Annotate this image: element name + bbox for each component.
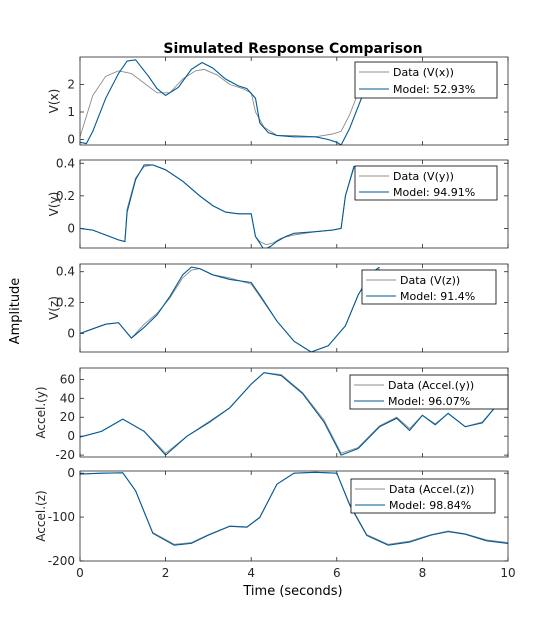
legend-box [350, 478, 496, 514]
subplot-2: 0 0.2 0.4 V(y) Data (V(y)) Model: 94.91% [47, 156, 509, 249]
legend-box [354, 165, 498, 201]
legend: Data (V(x)) Model: 52.93% [354, 61, 498, 99]
x-tick-label: 0 [76, 566, 84, 580]
model-series-line [80, 372, 508, 456]
legend: Data (Accel.(z)) Model: 98.84% [350, 478, 496, 514]
legend: Data (V(z)) Model: 91.4% [361, 269, 497, 305]
subplot-5: -200 -100 0 0 2 4 6 8 10 Accel.(z) Data (Accel.(z)… [34, 466, 516, 580]
y-axis-label: Accel.(y) [34, 386, 48, 438]
model-series-line [80, 164, 367, 248]
legend-data-label: Data (V(y)) [393, 170, 454, 183]
legend-model-label: Model: 94.91% [393, 186, 475, 199]
y-tick-label: 60 [60, 372, 75, 386]
y-axis-label: V(y) [47, 192, 61, 217]
y-axis-label: V(x) [47, 89, 61, 114]
x-tick-label: 2 [162, 566, 170, 580]
shared-y-axis-label: Amplitude [8, 278, 23, 345]
x-tick-label: 10 [500, 566, 515, 580]
y-tick-label: 0.2 [56, 296, 75, 310]
y-tick-label: 0 [67, 326, 75, 340]
y-axis-label: Accel.(z) [34, 490, 48, 541]
legend-box [354, 61, 498, 99]
subplot-3: 0 0.2 0.4 V(z) Data (V(z)) Model: 91.4% [47, 263, 509, 353]
chart-title: Simulated Response Comparison [163, 41, 422, 57]
x-tick-label: 4 [247, 566, 255, 580]
axes-frame [79, 470, 509, 562]
legend-data-label: Data (V(x)) [393, 66, 454, 79]
axes-frame [79, 56, 509, 146]
y-tick-label: 0.2 [56, 189, 75, 203]
y-tick-label: -20 [55, 448, 75, 462]
y-axis-label: V(z) [47, 296, 61, 320]
y-tick-label: 1 [67, 105, 75, 119]
y-tick-label: 0 [67, 133, 75, 147]
y-tick-label: 0 [67, 466, 75, 480]
subplot-panels: 0 1 2 V(x) Data (V(x)) Model: 52.93% 0 0.2 0.4 V(… [34, 56, 516, 580]
y-tick-label: -200 [48, 554, 75, 568]
subplot-1: 0 1 2 V(x) Data (V(x)) Model: 52.93% [47, 56, 509, 147]
y-tick-label: 0.4 [56, 156, 75, 170]
legend-model-label: Model: 96.07% [388, 395, 470, 408]
legend-data-label: Data (V(z)) [400, 274, 460, 287]
data-series-line [80, 68, 385, 138]
x-axis-label: Time (seconds) [242, 584, 342, 599]
y-tick-label: -100 [48, 510, 75, 524]
legend: Data (V(y)) Model: 94.91% [354, 165, 498, 201]
axes-frame [79, 159, 509, 249]
axes-frame [79, 367, 509, 458]
model-series-line [80, 266, 380, 352]
y-tick-label: 20 [60, 410, 75, 424]
model-series-line [80, 471, 508, 546]
legend-model-label: Model: 52.93% [393, 83, 475, 96]
y-tick-label: 0 [67, 429, 75, 443]
y-tick-label: 0 [67, 221, 75, 235]
x-tick-label: 6 [333, 566, 341, 580]
legend: Data (Accel.(y)) Model: 96.07% [349, 374, 509, 410]
legend-model-label: Model: 98.84% [389, 499, 471, 512]
y-tick-label: 2 [67, 78, 75, 92]
model-series-line [80, 59, 380, 145]
legend-box [361, 269, 497, 305]
y-tick-label: 0.4 [56, 265, 75, 279]
subplot-4: -20 0 20 40 60 Accel.(y) Data (Accel.(y)) Model… [34, 367, 509, 462]
legend-data-label: Data (Accel.(y)) [388, 379, 474, 392]
legend-data-label: Data (Accel.(z)) [389, 483, 474, 496]
legend-model-label: Model: 91.4% [400, 290, 475, 303]
axes-frame [79, 263, 509, 353]
x-tick-label: 8 [419, 566, 427, 580]
legend-box [349, 374, 509, 410]
y-tick-label: 40 [60, 391, 75, 405]
